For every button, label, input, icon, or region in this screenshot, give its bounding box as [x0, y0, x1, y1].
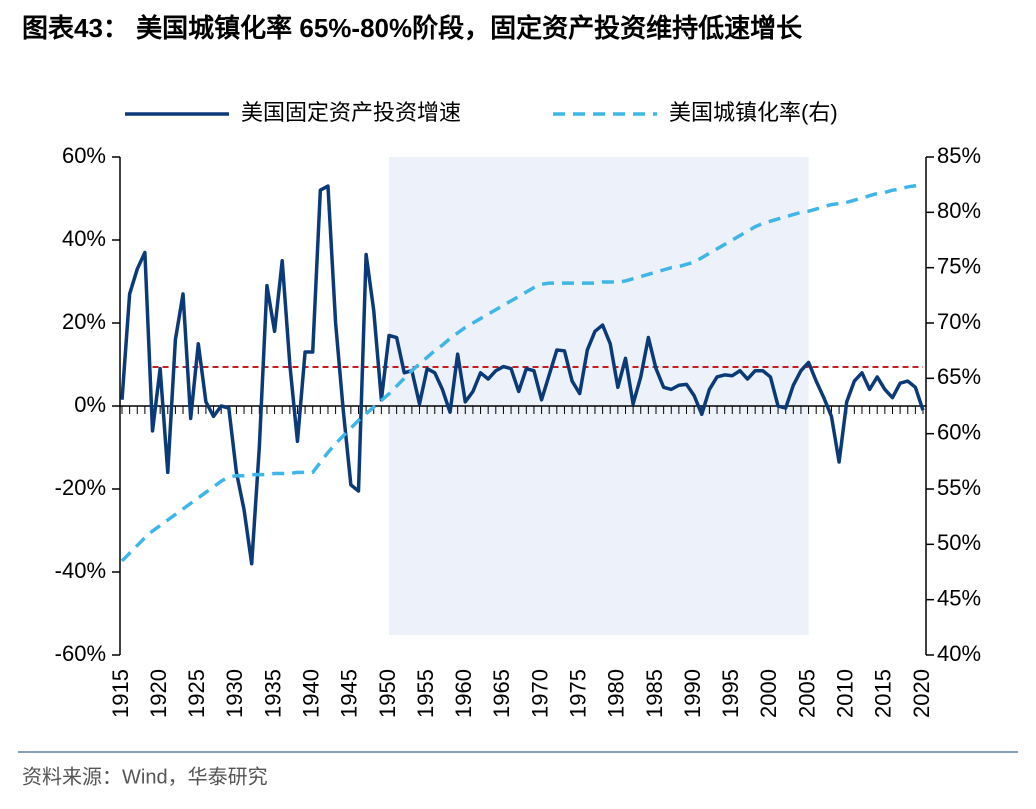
- x-tick-label: 1920: [146, 669, 171, 718]
- y-tick-label: -40%: [55, 558, 106, 583]
- x-tick-label: 1925: [184, 669, 209, 718]
- y-tick-label: -20%: [55, 475, 106, 500]
- x-tick-label: 1935: [260, 669, 285, 718]
- y-tick-label: 60%: [62, 143, 106, 168]
- series-line: [120, 184, 925, 566]
- legend-label: 美国固定资产投资增速: [241, 100, 461, 125]
- x-tick-label: 1960: [451, 669, 476, 718]
- y2-tick-label: 70%: [937, 309, 981, 334]
- y2-tick-label: 40%: [937, 641, 981, 666]
- y-tick-label: 40%: [62, 226, 106, 251]
- y-tick-label: 20%: [62, 309, 106, 334]
- series-line: [120, 181, 924, 563]
- y2-tick-label: 45%: [937, 585, 981, 610]
- x-tick-label: 1930: [222, 669, 247, 718]
- legend-label: 美国城镇化率(右): [669, 100, 838, 125]
- x-tick-label: 2000: [756, 669, 781, 718]
- y2-tick-label: 85%: [937, 143, 981, 168]
- y-tick-label: 0%: [74, 392, 106, 417]
- y-tick-label: -60%: [55, 641, 106, 666]
- x-tick-label: 1915: [108, 669, 133, 718]
- y2-tick-label: 75%: [937, 253, 981, 278]
- x-tick-label: 1940: [299, 669, 324, 718]
- x-tick-label: 1995: [718, 669, 743, 718]
- y2-tick-label: 80%: [937, 198, 981, 223]
- y2-tick-label: 65%: [937, 364, 981, 389]
- y2-tick-label: 60%: [937, 419, 981, 444]
- x-tick-label: 2010: [833, 669, 858, 718]
- x-tick-label: 1970: [527, 669, 552, 718]
- y2-tick-label: 50%: [937, 530, 981, 555]
- x-tick-label: 2020: [909, 669, 934, 718]
- x-tick-label: 1985: [642, 669, 667, 718]
- chart-title: 图表43： 美国城镇化率 65%-80%阶段，固定资产投资维持低速增长: [22, 13, 803, 43]
- source-note: 资料来源：Wind，华泰研究: [22, 765, 268, 788]
- x-tick-label: 1945: [337, 669, 362, 718]
- x-tick-label: 1975: [566, 669, 591, 718]
- x-tick-label: 1965: [489, 669, 514, 718]
- x-tick-label: 1950: [375, 669, 400, 718]
- x-tick-label: 2005: [794, 669, 819, 718]
- x-tick-label: 1980: [604, 669, 629, 718]
- y2-tick-label: 55%: [937, 475, 981, 500]
- x-tick-label: 1990: [680, 669, 705, 718]
- x-tick-label: 2015: [871, 669, 896, 718]
- x-tick-label: 1955: [413, 669, 438, 718]
